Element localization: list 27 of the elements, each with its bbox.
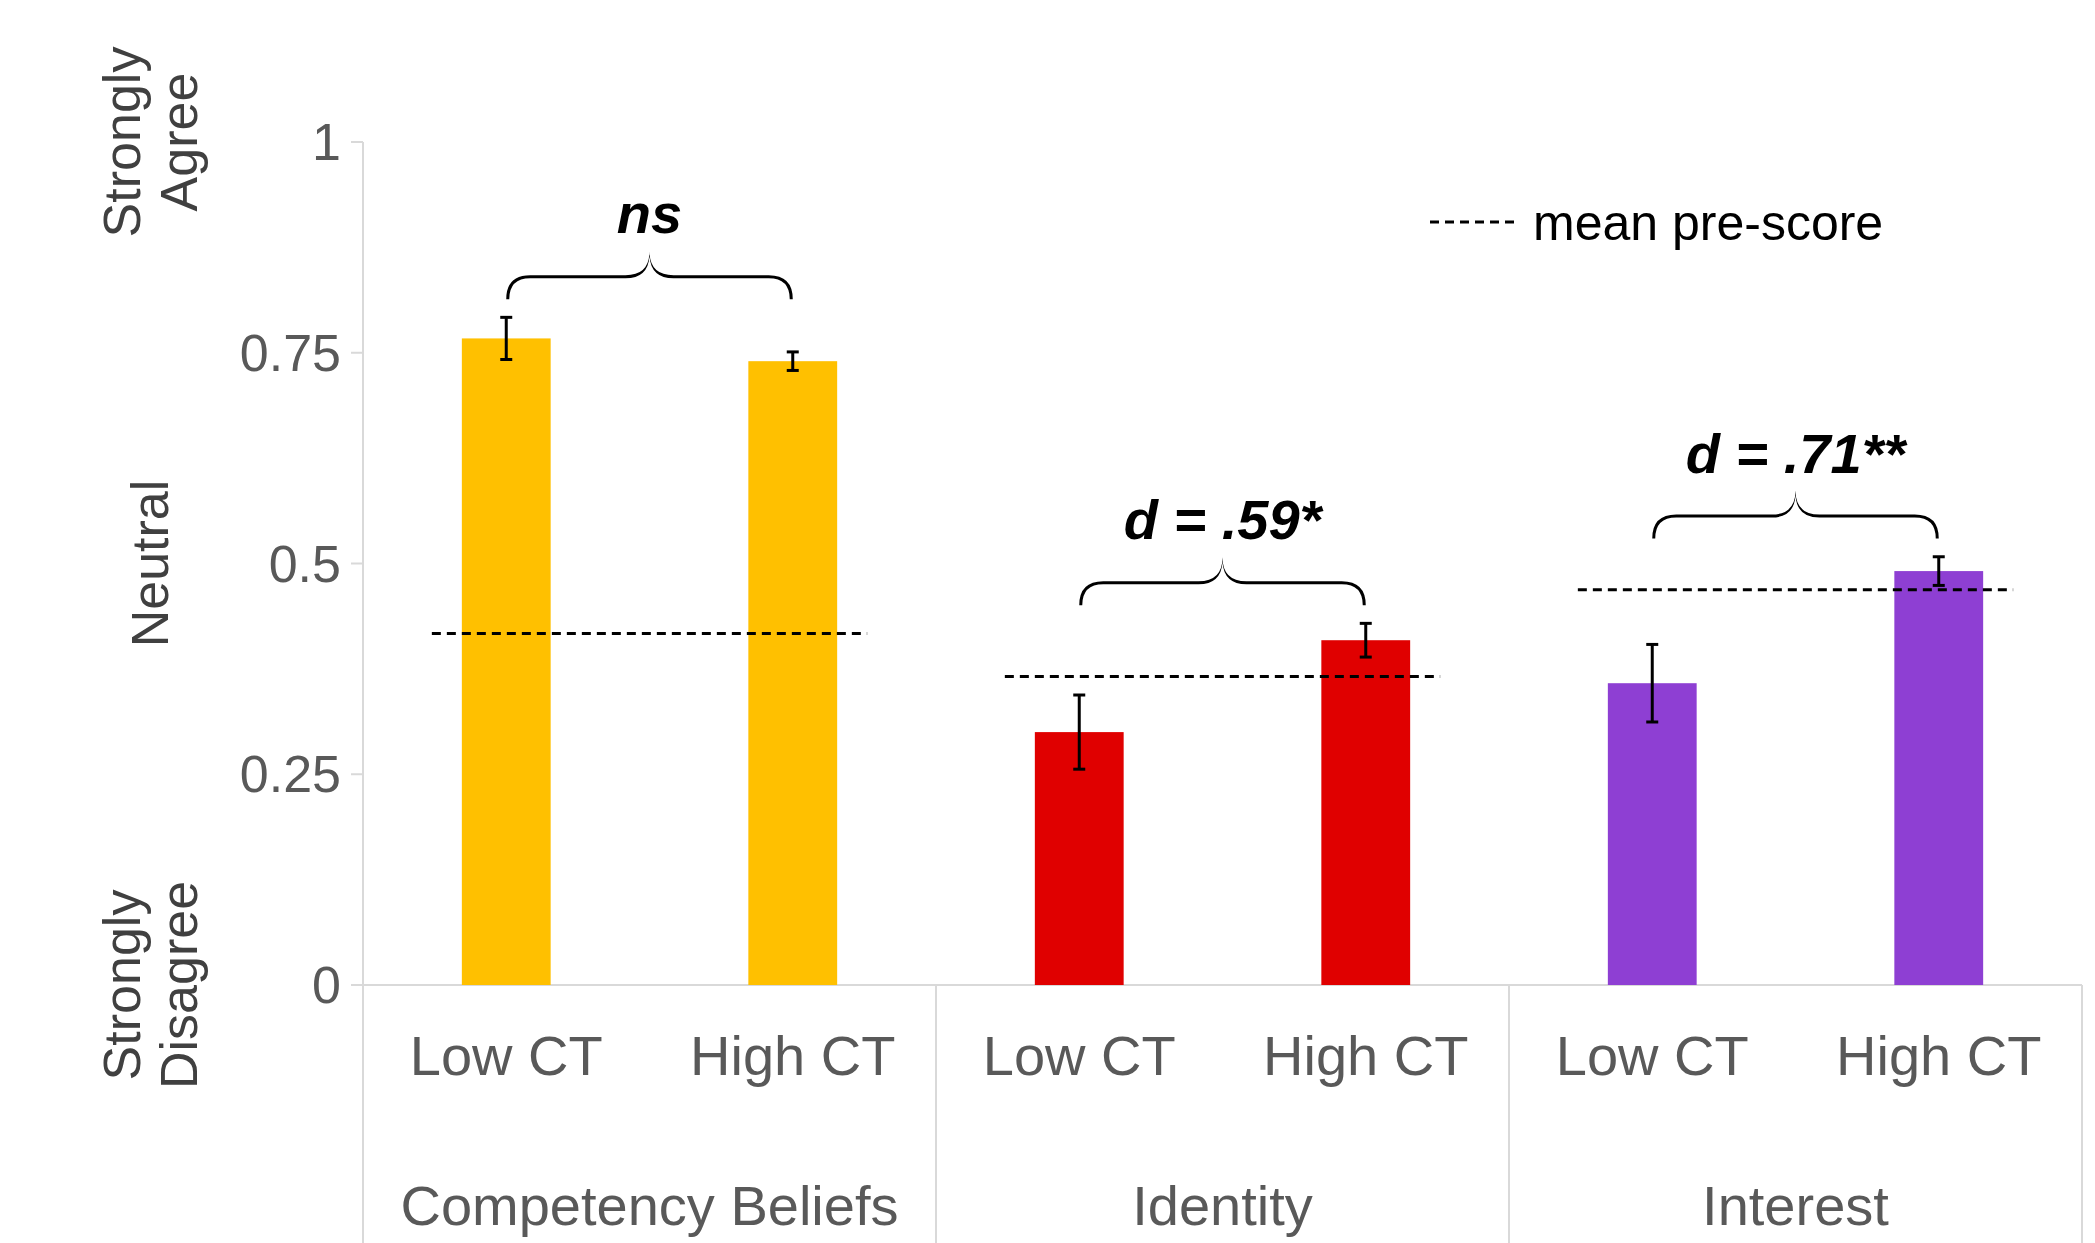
bar: [1034, 732, 1124, 985]
annotation: ns: [616, 182, 683, 246]
bar: [1607, 683, 1697, 985]
x-tick-label: Low CT: [1555, 1024, 1749, 1087]
legend-label: mean pre-score: [1533, 194, 1884, 251]
text: Strongly Disagree: [92, 880, 208, 1090]
text: Competency Beliefs: [400, 1174, 899, 1237]
y-tick-label: 0.25: [239, 745, 341, 804]
text: Identity: [1132, 1174, 1313, 1237]
x-tick-label: Low CT: [409, 1024, 603, 1087]
y-tick-label: 1: [312, 113, 341, 172]
y-tick-label: 0.5: [268, 534, 341, 593]
x-tick-label: Low CT: [982, 1024, 1176, 1087]
text: Neutral: [121, 479, 180, 648]
y-tick-label: 0.75: [239, 323, 341, 382]
bar: [748, 361, 838, 985]
bar: [1894, 571, 1984, 985]
x-tick-label: High CT: [1836, 1024, 2042, 1087]
annotation: d = .59*: [1123, 488, 1324, 552]
bar: [1321, 640, 1411, 985]
text: Interest: [1702, 1174, 1890, 1237]
annotation: d = .71**: [1685, 421, 1908, 485]
x-tick-label: High CT: [690, 1024, 896, 1087]
x-tick-label: High CT: [1263, 1024, 1469, 1087]
y-tick-label: 0: [312, 956, 341, 1015]
bar: [461, 338, 551, 985]
text: Strongly Agree: [92, 46, 208, 238]
